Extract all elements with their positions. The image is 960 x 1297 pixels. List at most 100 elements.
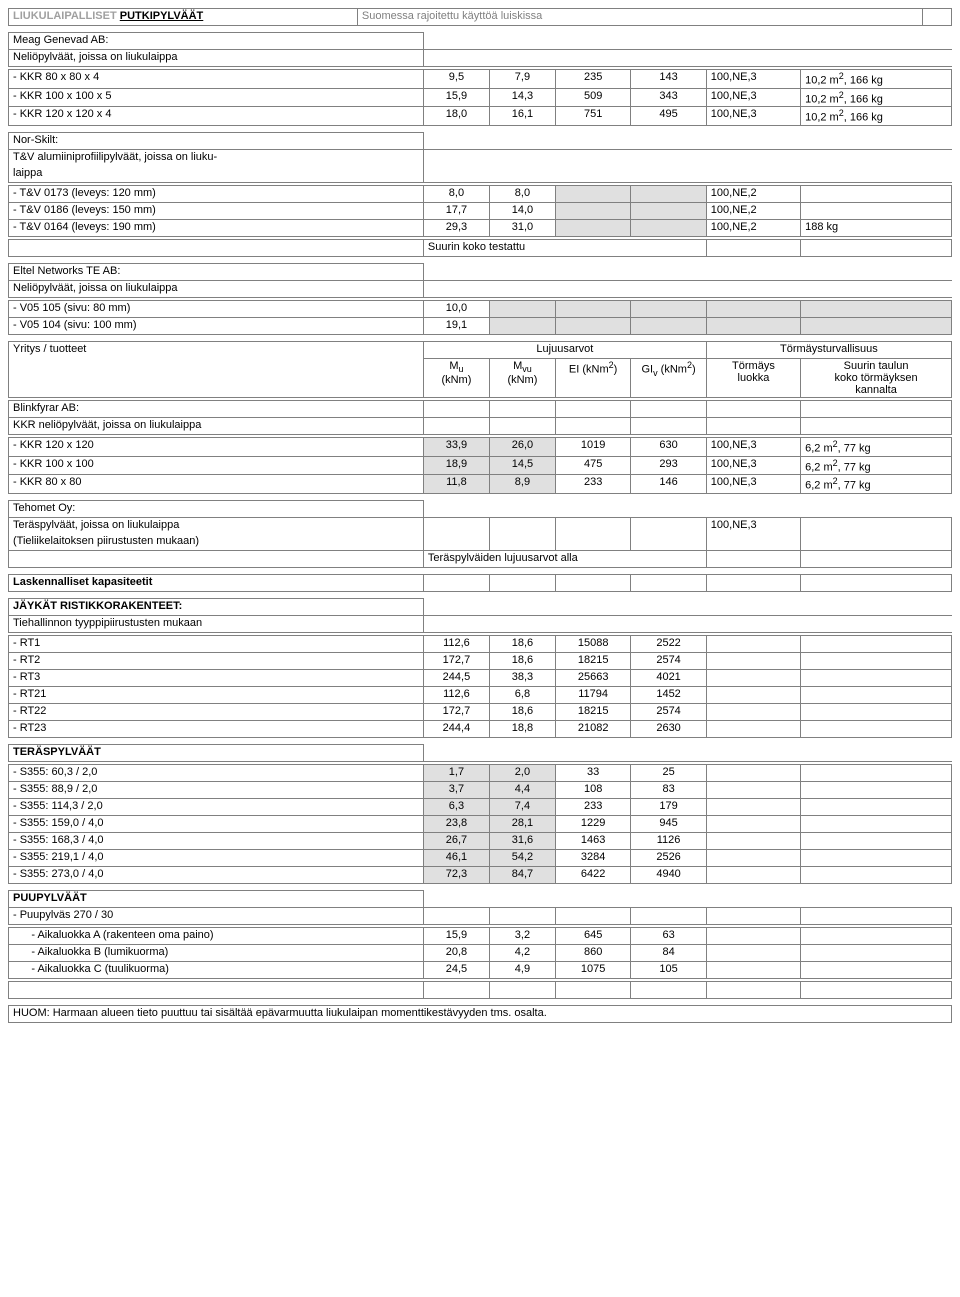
table-cell: 1126 (631, 832, 706, 849)
table-cell: 4940 (631, 866, 706, 883)
table-row-label: - RT22 (9, 703, 424, 720)
table-cell: 7,9 (489, 70, 555, 89)
table-cell: 751 (555, 107, 630, 126)
norskilt-desc2: laippa (9, 166, 424, 183)
table-cell: 100,NE,3 (706, 107, 800, 126)
table-cell: 24,5 (423, 961, 489, 978)
table-cell: 33 (555, 764, 630, 781)
table-cell: 31,6 (489, 832, 555, 849)
table-cell (801, 652, 952, 669)
col-lujuus: Lujuusarvot (423, 341, 706, 358)
table-cell: 233 (555, 798, 630, 815)
table-cell: 14,0 (489, 202, 555, 219)
table-cell: 26,7 (423, 832, 489, 849)
table-cell: 2522 (631, 635, 706, 652)
title-gray: LIUKULAIPALLISET (13, 10, 117, 22)
table-cell: 18215 (555, 703, 630, 720)
table-cell: 8,0 (489, 185, 555, 202)
tehomet-class: 100,NE,3 (706, 517, 800, 550)
column-header-table: Yritys / tuotteet Lujuusarvot Törmäystur… (8, 341, 952, 398)
table-cell: 31,0 (489, 219, 555, 236)
table-row-label: - KKR 100 x 100 x 5 (9, 88, 424, 107)
table-row-label: - T&V 0164 (leveys: 190 mm) (9, 219, 424, 236)
table-cell: 25 (631, 764, 706, 781)
norskilt-rows: - T&V 0173 (leveys: 120 mm)8,08,0100,NE,… (8, 185, 952, 237)
tehomet-company: Tehomet Oy: (9, 500, 424, 517)
table-cell: 945 (631, 815, 706, 832)
table-cell (706, 961, 800, 978)
table-cell: 84 (631, 944, 706, 961)
jaykat-desc: Tiehallinnon tyyppipiirustusten mukaan (9, 615, 424, 632)
table-row-label: - T&V 0186 (leveys: 150 mm) (9, 202, 424, 219)
table-cell: 84,7 (489, 866, 555, 883)
table-cell: 23,8 (423, 815, 489, 832)
table-cell (801, 927, 952, 944)
table-cell: 172,7 (423, 703, 489, 720)
table-cell: 2,0 (489, 764, 555, 781)
table-cell (706, 317, 800, 334)
table-cell: 46,1 (423, 849, 489, 866)
table-cell: 10,2 m2, 166 kg (801, 88, 952, 107)
table-cell (706, 300, 800, 317)
table-row-label: - KKR 120 x 120 x 4 (9, 107, 424, 126)
table-cell: 4021 (631, 669, 706, 686)
table-cell (801, 686, 952, 703)
meag-company: Meag Genevad AB: (9, 33, 424, 50)
table-cell: 172,7 (423, 652, 489, 669)
table-cell (801, 849, 952, 866)
teras-rows: - S355: 60,3 / 2,01,72,03325- S355: 88,9… (8, 764, 952, 884)
table-cell: 2574 (631, 652, 706, 669)
table-cell: 8,0 (423, 185, 489, 202)
table-cell (631, 185, 706, 202)
table-cell: 143 (631, 70, 706, 89)
norskilt-table: Nor-Skilt: T&V alumiiniprofiilipylväät, … (8, 132, 952, 183)
table-cell (801, 669, 952, 686)
blinkfyrar-desc: KKR neliöpylväät, joissa on liukulaippa (9, 417, 424, 434)
table-cell: 6,2 m2, 77 kg (801, 456, 952, 475)
table-cell (706, 849, 800, 866)
table-cell: 112,6 (423, 635, 489, 652)
table-cell (555, 317, 630, 334)
table-row-label: - RT3 (9, 669, 424, 686)
table-cell: 112,6 (423, 686, 489, 703)
table-cell: 18,8 (489, 720, 555, 737)
table-cell: 11,8 (423, 475, 489, 494)
table-cell: 6,2 m2, 77 kg (801, 437, 952, 456)
table-cell: 28,1 (489, 815, 555, 832)
tehomet-table: Tehomet Oy: Teräspylväät, joissa on liuk… (8, 500, 952, 568)
table-row-label: - RT21 (9, 686, 424, 703)
table-row-label: - S355: 88,9 / 2,0 (9, 781, 424, 798)
table-cell (706, 798, 800, 815)
table-cell: 18215 (555, 652, 630, 669)
table-cell (801, 961, 952, 978)
table-cell: 3,2 (489, 927, 555, 944)
table-row-label: - V05 104 (sivu: 100 mm) (9, 317, 424, 334)
table-cell: 14,5 (489, 456, 555, 475)
table-cell: 26,0 (489, 437, 555, 456)
table-cell: 10,2 m2, 166 kg (801, 107, 952, 126)
table-row-label: - Aikaluokka A (rakenteen oma paino) (9, 927, 424, 944)
table-cell: 29,3 (423, 219, 489, 236)
table-cell: 1,7 (423, 764, 489, 781)
table-cell (706, 669, 800, 686)
table-row-label: - RT2 (9, 652, 424, 669)
jaykat-title: JÄYKÄT RISTIKKORAKENTEET: (9, 598, 424, 615)
table-cell: 100,NE,2 (706, 202, 800, 219)
table-cell: 8,9 (489, 475, 555, 494)
table-row-label: - S355: 219,1 / 4,0 (9, 849, 424, 866)
table-cell (706, 866, 800, 883)
col-st: Suurin taulunkoko törmäyksenkannalta (801, 358, 952, 397)
table-cell (706, 686, 800, 703)
table-cell (706, 764, 800, 781)
table-cell (801, 866, 952, 883)
footer-note: HUOM: Harmaan alueen tieto puuttuu tai s… (9, 1005, 952, 1022)
puu-sub: - Puupylväs 270 / 30 (9, 907, 424, 924)
table-cell: 72,3 (423, 866, 489, 883)
table-cell (801, 764, 952, 781)
table-cell: 3,7 (423, 781, 489, 798)
col-torm: Törmäysturvallisuus (706, 341, 951, 358)
table-cell: 15,9 (423, 88, 489, 107)
table-cell (631, 202, 706, 219)
table-cell (706, 927, 800, 944)
table-cell: 4,4 (489, 781, 555, 798)
